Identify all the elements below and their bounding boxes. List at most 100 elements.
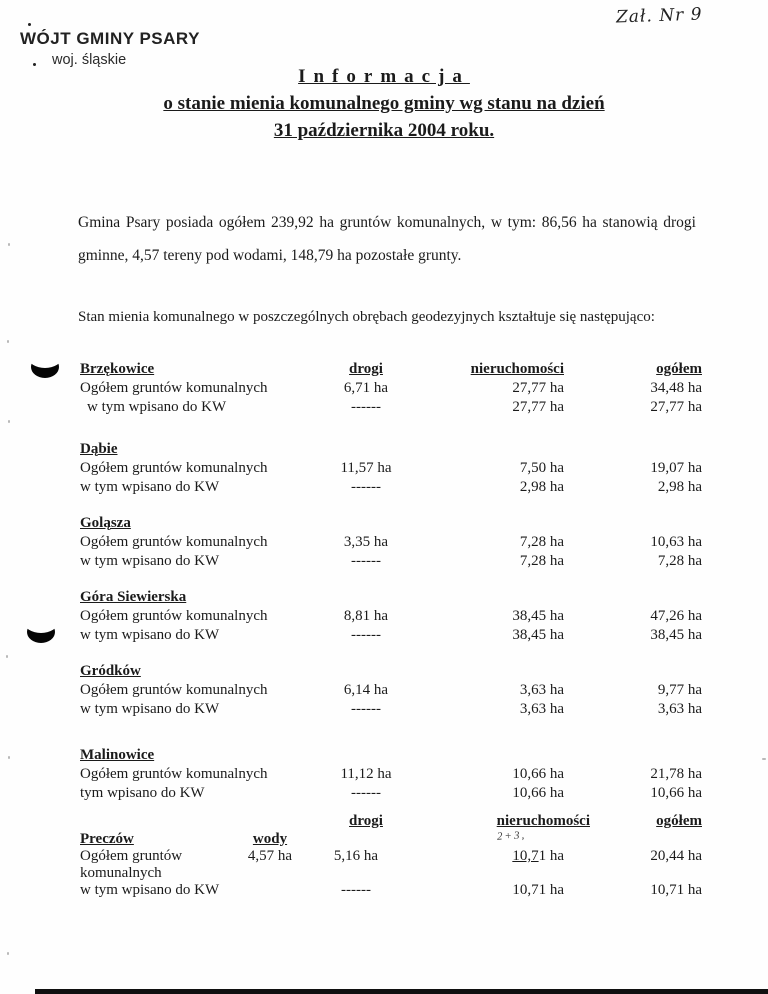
stamp-dot: [28, 23, 31, 26]
ogolem-value: 47,26 ha: [650, 608, 702, 624]
section-dabie: Dąbie Ogółem gruntów komunalnych 11,57 h…: [0, 440, 768, 497]
village-name: Góra Siewierska: [80, 589, 187, 605]
table-row: w tym wpisano do KW ------ 3,63 ha 3,63 …: [80, 700, 768, 719]
nieruchomosci-value: 3,63 ha: [519, 682, 564, 698]
nieruchomosci-value: 10,71 ha: [402, 848, 564, 865]
section-header-row: Gródków: [80, 662, 768, 681]
nieruchomosci-value: 2,98 ha: [519, 479, 564, 495]
scan-speck: [762, 758, 766, 760]
ogolem-value: 10,63 ha: [650, 534, 702, 550]
table-row: Ogółem gruntów komunalnych 11,57 ha 7,50…: [80, 459, 768, 478]
table-row: w tym wpisano do KW ------ 38,45 ha 38,4…: [80, 626, 768, 645]
section-grodkow: Gródków Ogółem gruntów komunalnych 6,14 …: [0, 662, 768, 719]
nieruchomosci-value: 10,71 ha: [512, 882, 564, 898]
drogi-value: ------: [351, 399, 381, 415]
column-header-drogi: drogi: [349, 361, 383, 377]
row-label: Ogółem gruntów komunalnych: [80, 682, 268, 698]
scan-speck: [6, 655, 8, 658]
drogi-value: 11,57 ha: [340, 460, 392, 476]
section-header-row: Dąbie: [80, 440, 768, 459]
section-header-row: Malinowice: [80, 746, 768, 765]
section-header-row: Preczów wody: [80, 831, 768, 848]
handwritten-check-mark: [27, 623, 55, 645]
second-table-header: drogi nieruchomości ogółem: [0, 812, 768, 831]
nieruchomosci-value: 38,45 ha: [512, 627, 564, 643]
drogi-value: 6,71 ha: [343, 380, 389, 396]
section-header-row: Góra Siewierska: [80, 588, 768, 607]
ogolem-value: 7,28 ha: [657, 553, 702, 569]
table-row: Ogółem gruntów komunalnych 8,81 ha 38,45…: [80, 607, 768, 626]
table-row: w tym wpisano do KW ------ 10,71 ha 10,7…: [80, 882, 768, 899]
section-golasza: Goląsza Ogółem gruntów komunalnych 3,35 …: [0, 514, 768, 571]
ogolem-value: 2,98 ha: [657, 479, 702, 495]
drogi-value: 11,12 ha: [340, 766, 392, 782]
scan-speck: [8, 756, 10, 759]
row-label: Ogółem gruntów komunalnych: [80, 766, 268, 782]
authority-region: woj. śląskie: [52, 52, 127, 68]
ogolem-value: 19,07 ha: [650, 460, 702, 476]
table-intro-paragraph: Stan mienia komunalnego w poszczególnych…: [78, 309, 655, 325]
authority-stamp: WÓJT GMINY PSARY woj. śląskie: [20, 23, 200, 68]
table-row: Ogółem gruntów 4,57 ha 5,16 ha 10,71 ha …: [80, 848, 768, 865]
scan-speck: [8, 420, 10, 423]
section-malinowice: Malinowice Ogółem gruntów komunalnych 11…: [0, 746, 768, 803]
village-name: Preczów: [80, 831, 134, 847]
table-row: Ogółem gruntów komunalnych 3,35 ha 7,28 …: [80, 533, 768, 552]
section-header-row: Brzękowice drogi nieruchomości ogółem: [80, 360, 768, 379]
village-name: Goląsza: [80, 515, 131, 531]
row-label-wrap: komunalnych: [80, 865, 162, 881]
ogolem-value: 27,77 ha: [650, 399, 702, 415]
handwritten-attachment-note: Zał. Nr 9: [615, 4, 703, 28]
column-header-nieruchomosci: nieruchomości: [470, 361, 564, 377]
table-row: w tym wpisano do KW ------ 2,98 ha 2,98 …: [80, 478, 768, 497]
nieruchomosci-value: 10,66 ha: [512, 766, 564, 782]
row-label: w tym wpisano do KW: [87, 399, 227, 415]
underlined-value-part: 10,7: [512, 848, 539, 864]
nieruchomosci-value: 10,66 ha: [512, 785, 564, 801]
row-label: w tym wpisano do KW: [80, 701, 220, 717]
column-header-ogolem: ogółem: [656, 813, 702, 829]
scan-speck: [7, 952, 9, 955]
drogi-value: ------: [351, 785, 381, 801]
section-brzekowice: Brzękowice drogi nieruchomości ogółem Og…: [0, 360, 768, 417]
scan-speck: [7, 340, 9, 343]
table-row: Ogółem gruntów komunalnych 6,71 ha 27,77…: [80, 379, 768, 398]
row-label: w tym wpisano do KW: [80, 553, 220, 569]
drogi-value: ------: [351, 701, 381, 717]
ogolem-value: 3,63 ha: [657, 701, 702, 717]
row-label: tym wpisano do KW: [80, 785, 205, 801]
section-header-row: Goląsza: [80, 514, 768, 533]
ogolem-value: 38,45 ha: [650, 627, 702, 643]
nieruchomosci-value: 27,77 ha: [512, 380, 564, 396]
table-row: Ogółem gruntów komunalnych 6,14 ha 3,63 …: [80, 681, 768, 700]
drogi-value: 5,16 ha: [333, 848, 379, 864]
nieruchomosci-value: 7,28 ha: [519, 534, 564, 550]
village-name: Gródków: [80, 663, 141, 679]
ogolem-value: 10,66 ha: [650, 785, 702, 801]
nieruchomosci-value: 38,45 ha: [512, 608, 564, 624]
document-subtitle-line2: 31 października 2004 roku.: [273, 120, 495, 141]
row-label: Ogółem gruntów: [80, 848, 183, 864]
scan-edge-artifact: [35, 989, 768, 994]
column-header-drogi: drogi: [349, 813, 383, 829]
drogi-value: ------: [351, 553, 381, 569]
intro-paragraph: Gmina Psary posiada ogółem 239,92 ha gru…: [78, 214, 696, 264]
ogolem-value: 20,44 ha: [650, 848, 702, 864]
table-row: komunalnych: [80, 865, 768, 882]
drogi-value: 3,35 ha: [343, 534, 389, 550]
value-part: 1 ha: [538, 848, 564, 864]
document-title: Informacja: [298, 66, 470, 87]
drogi-value: ------: [351, 479, 381, 495]
ogolem-value: 9,77 ha: [657, 682, 702, 698]
table-row: w tym wpisano do KW ------ 27,77 ha 27,7…: [80, 398, 768, 417]
row-label: Ogółem gruntów komunalnych: [80, 608, 268, 624]
row-label: Ogółem gruntów komunalnych: [80, 460, 268, 476]
nieruchomosci-value: 3,63 ha: [519, 701, 564, 717]
nieruchomosci-value: 7,28 ha: [519, 553, 564, 569]
column-header-ogolem: ogółem: [656, 361, 702, 377]
table-row: w tym wpisano do KW ------ 7,28 ha 7,28 …: [80, 552, 768, 571]
drogi-value: 6,14 ha: [343, 682, 389, 698]
column-header-wody: wody: [252, 831, 288, 847]
row-label: Ogółem gruntów komunalnych: [80, 380, 268, 396]
